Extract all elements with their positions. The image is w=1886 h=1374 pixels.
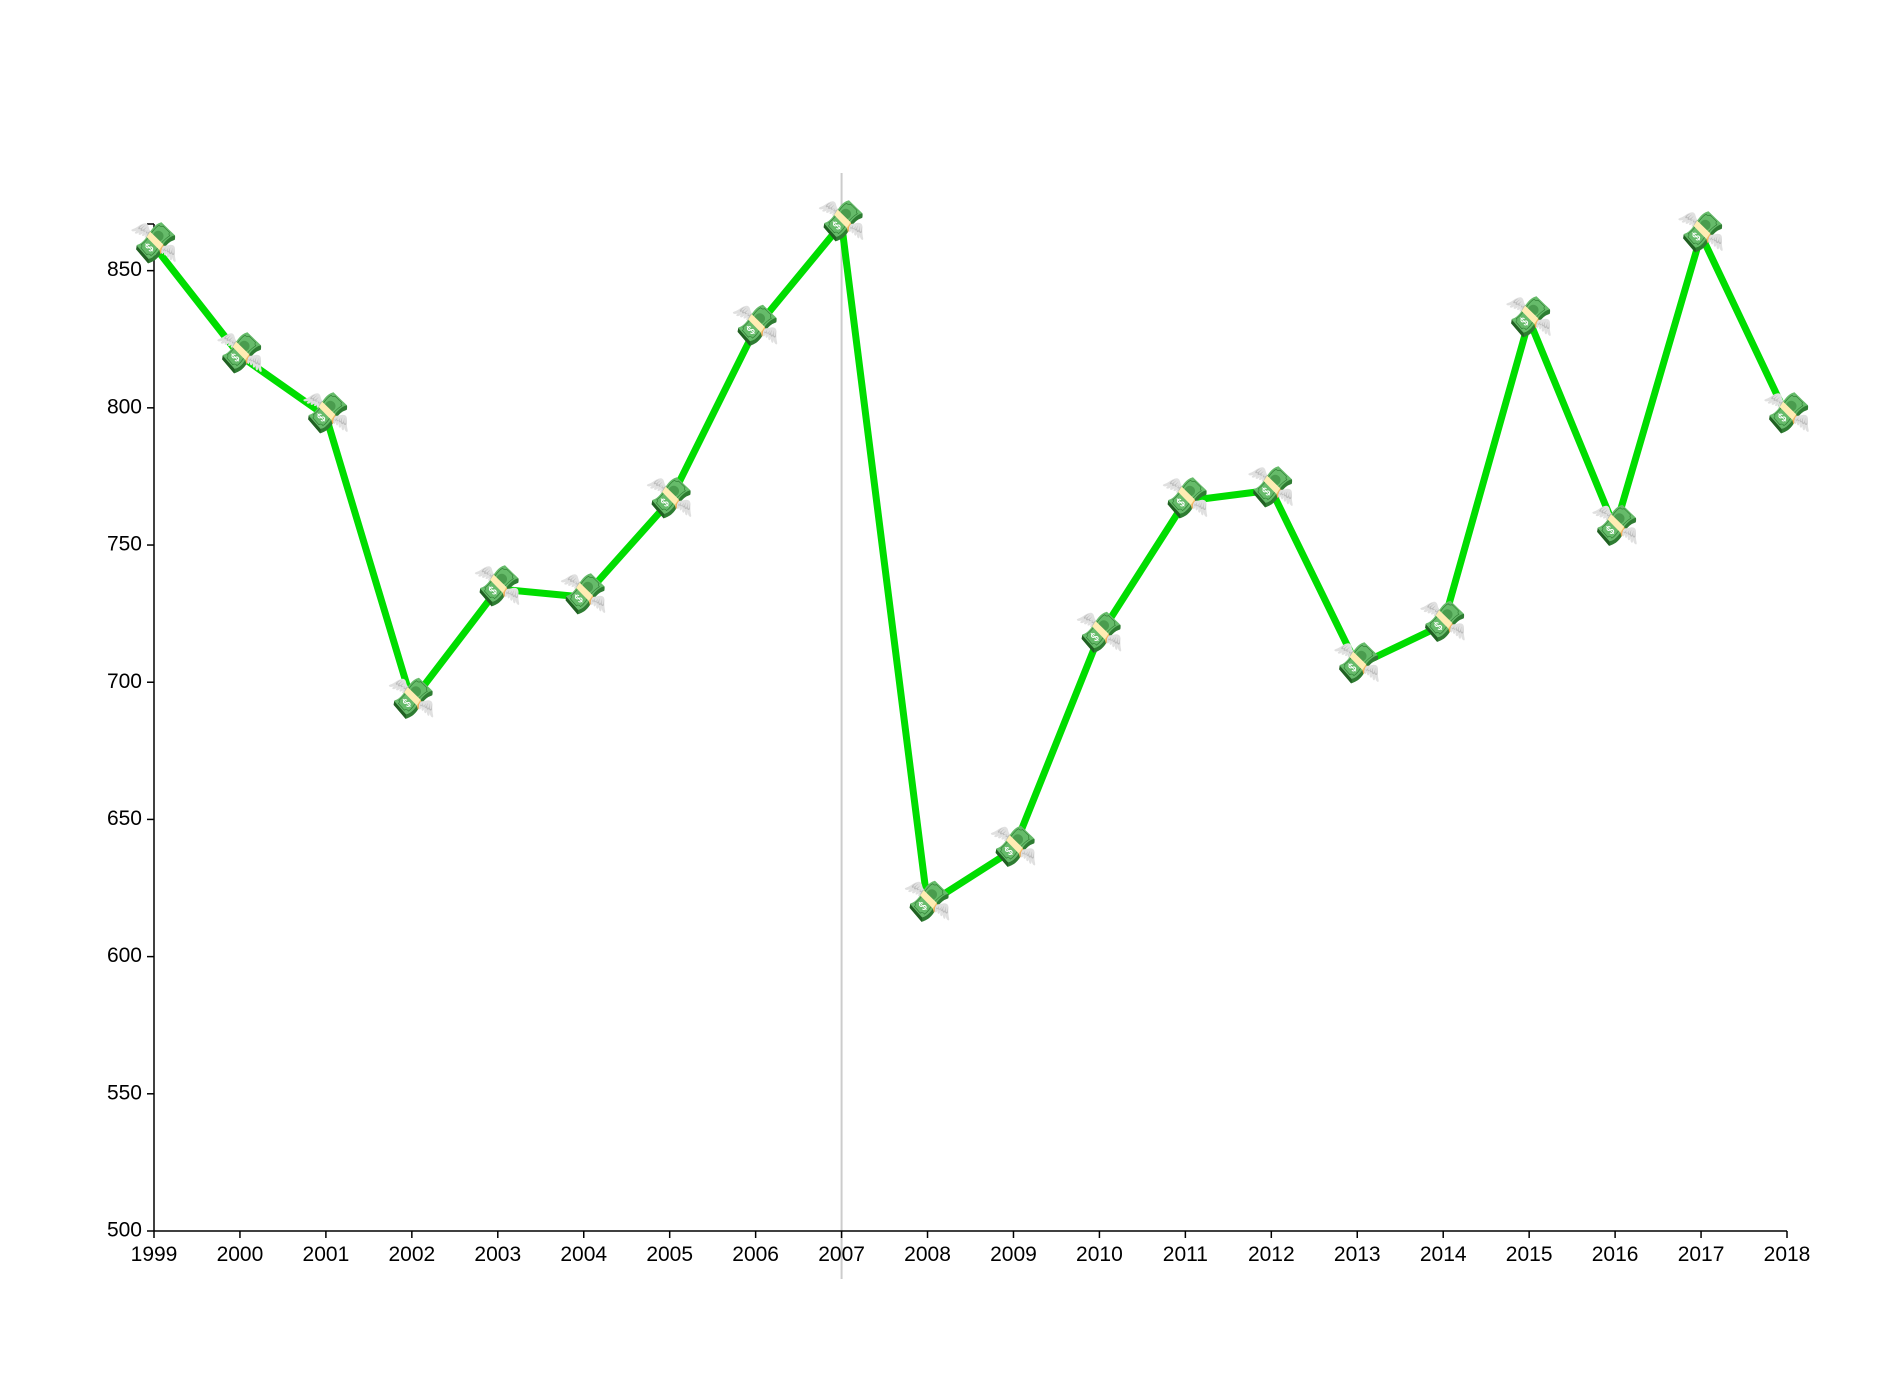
marker: 💸 (731, 304, 781, 348)
marker: 💸 (473, 564, 523, 608)
marker: 💸 (817, 200, 867, 244)
x-tick-label: 2015 (1506, 1243, 1553, 1266)
y-tick-label: 800 (107, 395, 142, 418)
y-tick-label: 650 (107, 807, 142, 830)
x-tick-label: 2006 (732, 1243, 779, 1266)
x-tick-label: 2014 (1420, 1243, 1467, 1266)
marker: 💸 (1332, 641, 1382, 685)
x-tick-label: 2013 (1334, 1243, 1381, 1266)
x-tick-label: 2000 (217, 1243, 264, 1266)
x-tick-label: 2018 (1764, 1243, 1811, 1266)
y-tick-label: 700 (107, 670, 142, 693)
marker: 💸 (559, 573, 609, 617)
marker: 💸 (215, 331, 265, 375)
marker: 💸 (903, 880, 953, 924)
marker: 💸 (1075, 611, 1125, 655)
x-tick-label: 1999 (131, 1243, 178, 1266)
x-tick-label: 2007 (818, 1243, 865, 1266)
x-tick-label: 2005 (646, 1243, 693, 1266)
x-tick-label: 2008 (904, 1243, 951, 1266)
marker: 💸 (1590, 504, 1640, 548)
marker: 💸 (989, 825, 1039, 869)
x-tick-label: 2002 (388, 1243, 435, 1266)
x-tick-label: 2012 (1248, 1243, 1295, 1266)
marker: 💸 (1504, 296, 1554, 340)
marker: 💸 (1160, 477, 1210, 521)
x-tick-label: 2017 (1678, 1243, 1725, 1266)
y-tick-label: 550 (107, 1081, 142, 1104)
marker: 💸 (645, 477, 695, 521)
y-tick-label: 500 (107, 1219, 142, 1242)
marker: 💸 (1418, 600, 1468, 644)
y-tick-label: 850 (107, 258, 142, 281)
line (151, 220, 1791, 908)
x-tick-label: 2011 (1163, 1243, 1208, 1266)
marker: 💸 (387, 677, 437, 721)
y-tick-label: 750 (107, 533, 142, 556)
marker: 💸 (129, 222, 179, 266)
marker: 💸 (1762, 392, 1812, 436)
marker: 💸 (301, 392, 351, 436)
x-tick-label: 2003 (474, 1243, 521, 1266)
marker: 💸 (1676, 211, 1726, 255)
x-tick-label: 2009 (990, 1243, 1037, 1266)
x-tick-label: 2001 (303, 1243, 350, 1266)
x-tick-label: 2004 (560, 1243, 607, 1266)
y-tick-label: 600 (107, 944, 142, 967)
x-tick-label: 2010 (1076, 1243, 1123, 1266)
x-tick-label: 2016 (1592, 1243, 1639, 1266)
marker: 💸 (1246, 466, 1296, 510)
